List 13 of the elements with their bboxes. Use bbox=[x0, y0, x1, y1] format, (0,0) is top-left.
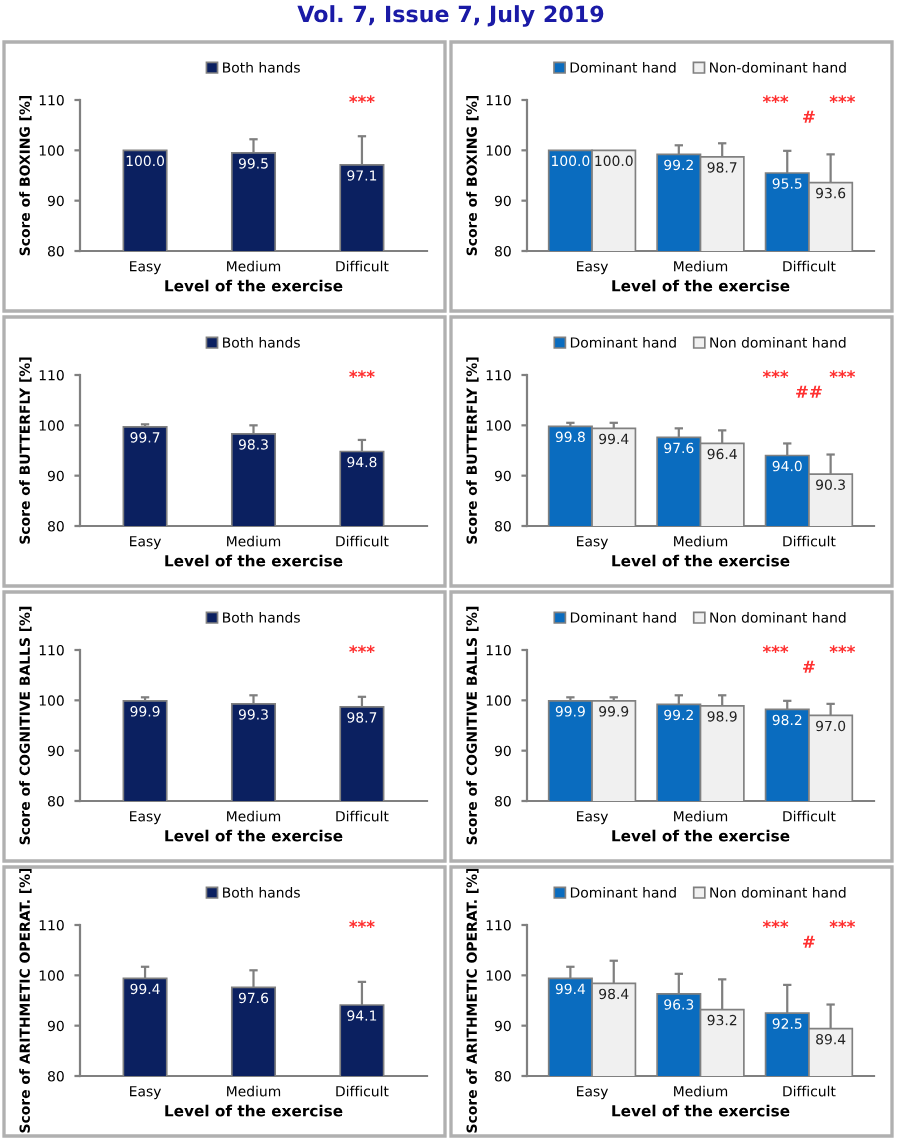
annotation: *** *** bbox=[762, 95, 856, 103]
annotation: *** bbox=[349, 370, 375, 378]
annotation: *** bbox=[349, 645, 375, 653]
annotation: *** *** bbox=[762, 920, 856, 928]
annotation: # bbox=[803, 660, 815, 673]
annotation: # bbox=[803, 110, 815, 123]
annotation: *** bbox=[349, 920, 375, 928]
annotation: # bbox=[803, 935, 815, 948]
text: Vol. 7, Issue 7, July 2019 bbox=[297, 5, 604, 27]
annotation: *** *** bbox=[762, 370, 856, 378]
annotation: *** *** bbox=[762, 645, 856, 653]
annotation: ## bbox=[796, 385, 822, 398]
annotation: *** bbox=[349, 95, 375, 103]
